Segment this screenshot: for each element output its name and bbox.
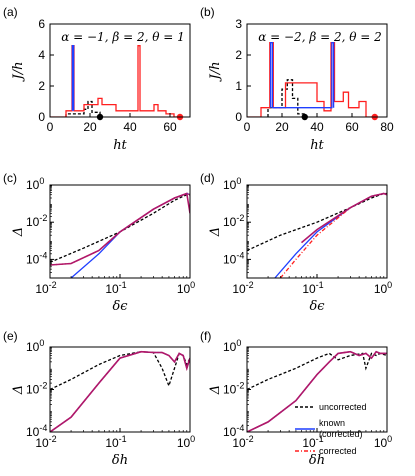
y-axis-label: J/h	[11, 62, 26, 83]
y-tick-label: 4	[38, 48, 45, 62]
y-tick-label: 10-2	[223, 381, 244, 397]
y-axis-label: J/h	[208, 62, 223, 83]
x-tick-label: 40	[310, 120, 324, 134]
series-line-corrected	[247, 350, 387, 432]
x-tick-label: 10-2	[35, 280, 56, 296]
x-axis-label: δh	[112, 453, 128, 468]
y-tick-label: 10-2	[26, 213, 47, 229]
series-line-black	[65, 100, 101, 117]
legend-label: corrected	[319, 446, 357, 456]
x-tick-label: 0	[244, 120, 251, 134]
x-tick-label: 10-2	[232, 280, 253, 296]
y-tick-label: 1	[235, 79, 242, 93]
series-group	[247, 41, 375, 117]
parameter-annotation: α = −2, β = 2, θ = 2	[258, 30, 382, 44]
series-line-red	[279, 192, 387, 278]
series-line-purple	[247, 350, 387, 432]
y-tick-label: 10-4	[26, 250, 47, 266]
x-tick-label: 60	[163, 120, 177, 134]
series-line-blue	[71, 45, 75, 111]
chart-panel-1: (a) 0 20 40 60 0 2 4 6 ht J/h α = −1, β = 2, θ = 1	[3, 5, 191, 153]
panel-label: (e)	[3, 329, 18, 343]
chart-panel-3: (c) 10-2 10-1 100 10-4 10-2 100 δϵ Δ	[3, 171, 195, 314]
y-tick-label: 2	[38, 79, 45, 93]
x-tick-label: 40	[123, 120, 137, 134]
legend-label: known (corrected)	[319, 418, 363, 439]
series-line-red	[247, 41, 375, 117]
x-tick-label: 100	[177, 280, 195, 296]
series-line-blue	[70, 192, 190, 278]
x-tick-label: 10-1	[302, 280, 323, 296]
y-axis-label: Δ	[208, 227, 223, 237]
series-group	[50, 192, 190, 278]
y-tick-label: 3	[235, 17, 242, 31]
x-axis-label: ht	[310, 138, 324, 153]
x-tick-label: 20	[83, 120, 97, 134]
series-group	[247, 192, 387, 278]
series-group	[50, 45, 180, 117]
x-axis-label: δϵ	[112, 299, 128, 314]
series-line-blue	[274, 192, 387, 278]
x-axis-label: δh	[309, 453, 325, 468]
y-tick-label: 0	[38, 110, 45, 124]
x-tick-label: 100	[374, 434, 392, 450]
x-tick-label: 10-1	[105, 280, 126, 296]
plot-frame	[49, 23, 191, 118]
chart-panel-6: (f)10-2 10-1 10010-410-2100δhΔuncorrectedk…	[200, 329, 392, 468]
x-tick-label: 20	[275, 120, 289, 134]
panel-label: (b)	[200, 5, 215, 19]
y-tick-label: 100	[26, 338, 44, 354]
panel-label: (d)	[200, 171, 215, 185]
y-tick-label: 100	[26, 176, 44, 192]
chart-panel-4: (d) 10-2 10-1 100 10-4 10-2 100 δϵ Δ	[200, 171, 392, 314]
series-line-blue	[269, 41, 335, 109]
series-group	[247, 350, 387, 432]
y-tick-label: 10-4	[223, 250, 244, 266]
series-line-red	[50, 351, 190, 432]
series-line-purple	[50, 350, 190, 432]
x-tick-label: 100	[374, 280, 392, 296]
x-tick-label: 80	[380, 120, 394, 134]
y-tick-label: 100	[223, 176, 241, 192]
y-tick-label: 2	[235, 48, 242, 62]
y-tick-label: 6	[38, 17, 45, 31]
x-tick-label: 0	[47, 120, 54, 134]
panel-label: (a)	[3, 5, 18, 19]
chart-legend: uncorrected known (corrected) corrected	[295, 402, 367, 456]
series-line-purple	[300, 192, 387, 244]
series-line-black	[247, 192, 387, 252]
x-tick-label: 100	[177, 434, 195, 450]
panel-label: (f)	[200, 329, 211, 343]
parameter-annotation: α = −1, β = 2, θ = 1	[61, 30, 185, 44]
series-group	[50, 350, 190, 432]
series-line-known-corrected-	[247, 350, 387, 432]
panel-label: (c)	[3, 171, 17, 185]
series-line-blue	[50, 351, 190, 432]
x-axis-label: ht	[113, 138, 127, 153]
y-axis-label: Δ	[11, 385, 26, 395]
x-axis-label: δϵ	[309, 299, 325, 314]
series-line-purple	[50, 192, 190, 266]
x-tick-label: 60	[345, 120, 359, 134]
series-line-red	[50, 45, 180, 117]
series-line-uncorrected	[247, 352, 387, 391]
plot-frame	[49, 346, 191, 433]
series-line-black	[50, 194, 190, 263]
plot-frame	[246, 346, 388, 433]
y-axis-label: Δ	[11, 227, 26, 237]
y-axis-label: Δ	[208, 385, 223, 395]
y-tick-label: 10-2	[26, 381, 47, 397]
chart-panel-2: (b) 0 20 40 60 80 0 1 2 3 ht J/h α = −2, β = 2, θ = …	[200, 5, 394, 153]
y-tick-label: 10-2	[223, 213, 244, 229]
y-tick-label: 100	[223, 338, 241, 354]
y-tick-label: 0	[235, 110, 242, 124]
legend-label: uncorrected	[319, 402, 367, 412]
x-tick-label: 10-1	[105, 434, 126, 450]
